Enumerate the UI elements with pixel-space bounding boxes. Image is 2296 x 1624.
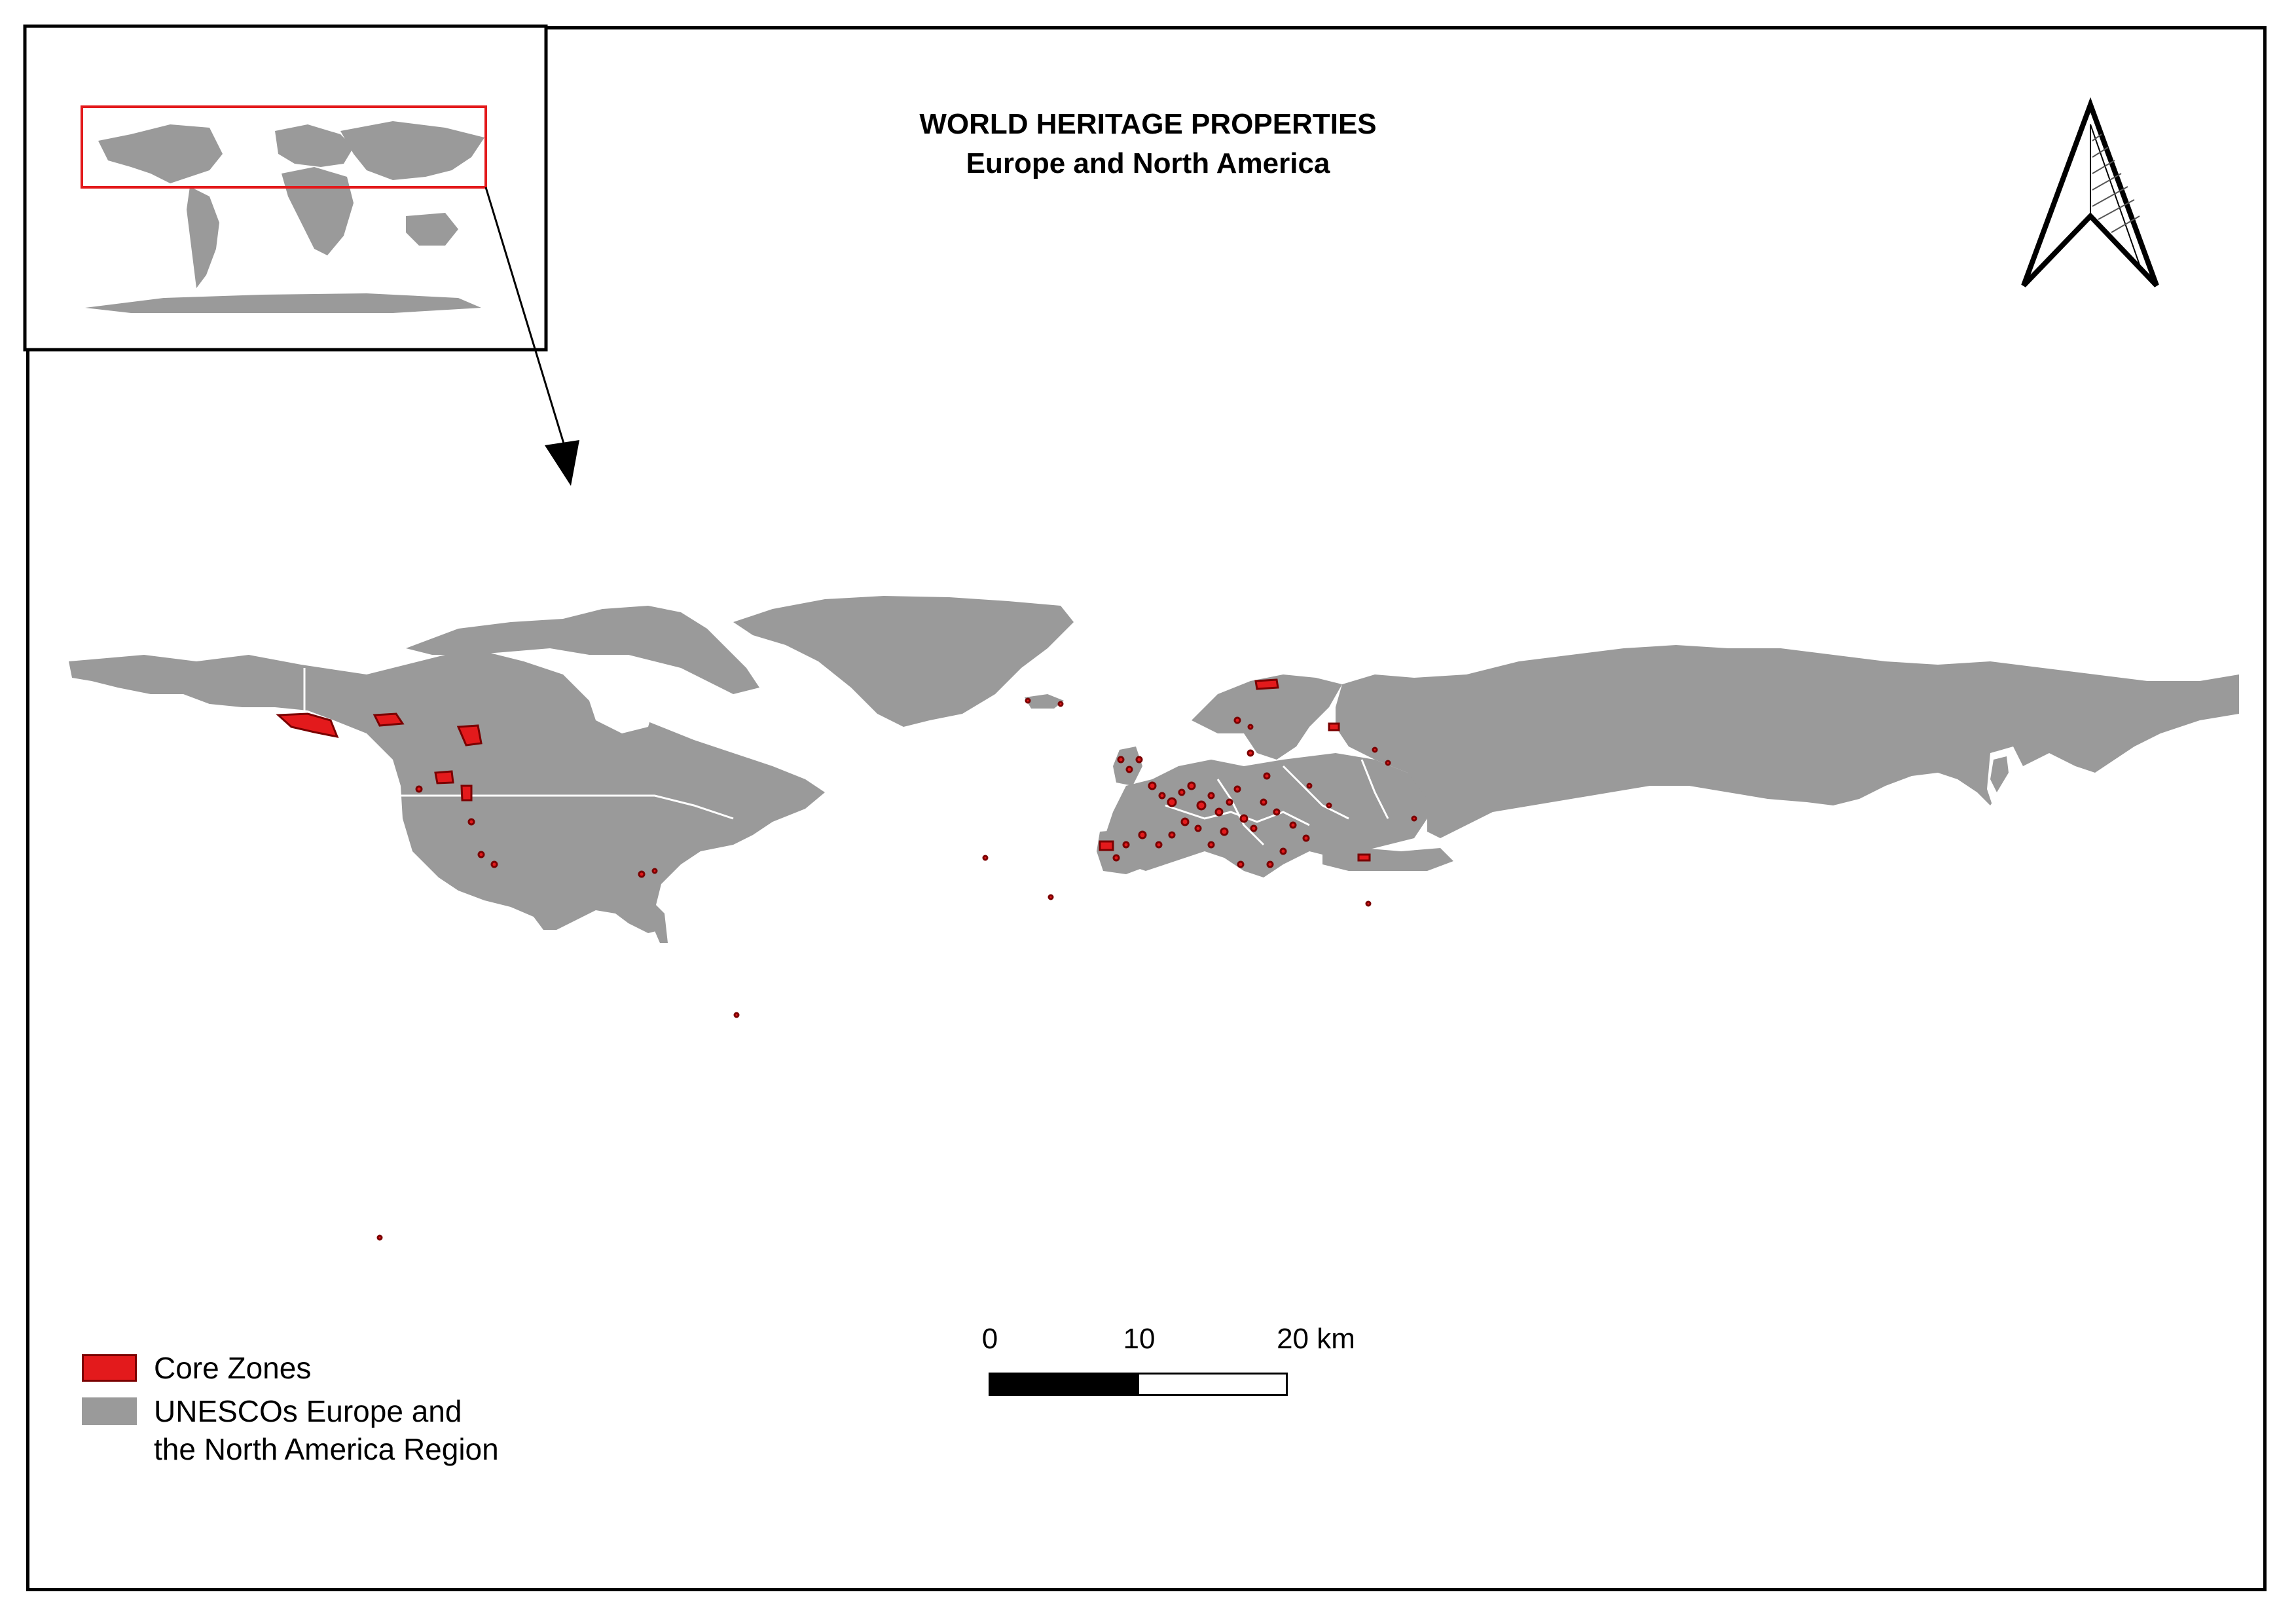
legend-item-region: UNESCOs Europe and the North America Reg… [82,1392,499,1468]
europe-core-zones [376,697,1417,1241]
scale-tick-0: 0 [981,1323,998,1355]
legend-item-core-zones: Core Zones [82,1349,499,1387]
scale-tick-20: 20 km [1277,1323,1355,1355]
anatolia [1322,848,1453,871]
inset-map [23,24,548,352]
core-zone-swatch [82,1354,137,1382]
core-zone [1357,853,1371,862]
core-zone [1099,840,1114,851]
core-zone [434,770,454,784]
region-land [69,596,2239,943]
title-line-2: Europe and North America [966,147,1330,179]
inset-land [85,121,484,313]
title-line-1: WORLD HERITAGE PROPERTIES [919,108,1377,140]
arctic-islands [406,606,759,694]
scale-segment-white [1137,1373,1288,1396]
legend-label-region: UNESCOs Europe and the North America Reg… [154,1394,499,1466]
greenland [733,596,1074,727]
inset-pointer-arrow [484,187,579,486]
scale-bar: 0 10 20 km [975,1323,1355,1408]
scandinavia [1192,674,1342,760]
iceland [1025,694,1064,709]
map-frame [26,26,2267,1591]
core-zone [1328,722,1340,731]
europe-mainland [1106,753,1427,877]
russia [1336,645,2239,838]
north-arrow-icon [2021,97,2159,287]
scale-segment-black [989,1373,1139,1396]
map-title: WORLD HERITAGE PROPERTIES Europe and Nor… [0,105,2296,183]
legend: Core Zones UNESCOs Europe and the North … [82,1349,499,1473]
core-zone [456,724,483,747]
iberia [1097,828,1159,874]
core-zone [373,712,405,727]
core-zone [460,784,473,802]
british-isles [1113,747,1142,786]
region-swatch [82,1397,137,1425]
hudson-bay-shore [589,688,655,733]
core-zone [1254,678,1279,690]
inset-extent-box [81,105,487,189]
core-zones [276,678,1417,1241]
scale-tick-10: 10 [1123,1323,1156,1355]
legend-label-core-zones: Core Zones [154,1351,312,1385]
core-zone [276,712,339,739]
florida [651,904,668,943]
kamchatka-land [1990,756,2009,792]
north-america [69,648,825,933]
